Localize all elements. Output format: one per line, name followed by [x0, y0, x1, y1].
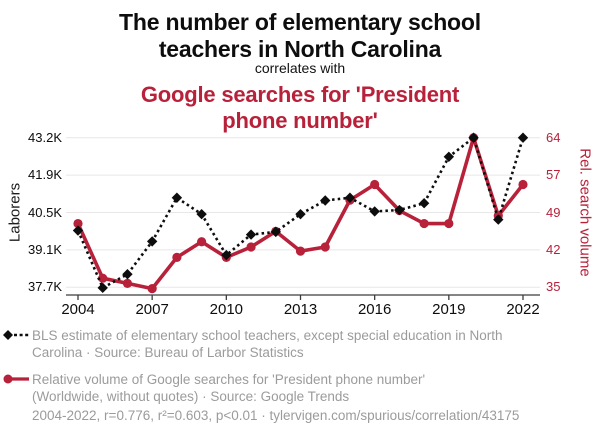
data-point-teachers [517, 132, 529, 143]
data-point-teachers [320, 195, 331, 206]
legend-text-teachers: BLS estimate of elementary school teache… [32, 328, 503, 360]
data-point-teachers [245, 229, 257, 240]
y-axis-left-tick-label: 39.1K [28, 241, 62, 257]
data-point-searches [172, 252, 182, 262]
data-point-searches [295, 246, 306, 256]
x-axis-tick-label: 2004 [61, 301, 95, 318]
data-point-teachers [443, 151, 455, 163]
data-point-teachers [344, 192, 356, 203]
data-point-teachers [493, 214, 504, 225]
y-axis-right-tick-label: 64 [546, 129, 561, 145]
subtitle-line-2: phone number' [222, 108, 378, 133]
black-diamond-dashed-icon [3, 330, 30, 340]
data-point-teachers [72, 225, 84, 236]
y-axis-right-tick-label: 57 [546, 167, 561, 183]
data-point-searches [197, 237, 207, 247]
page-title: The number of elementary school teachers… [0, 9, 600, 63]
y-axis-left-tick-label: 43.2K [28, 129, 62, 145]
data-point-searches [98, 273, 108, 283]
data-point-teachers [418, 198, 430, 209]
x-axis-tick-label: 2022 [506, 301, 540, 318]
data-point-teachers [146, 236, 158, 247]
data-point-teachers [394, 204, 405, 216]
data-point-teachers [468, 132, 479, 143]
y-axis-left-tick-label: 41.9K [28, 167, 62, 183]
y-axis-right-tick-label: 49 [546, 204, 561, 220]
y-axis-left-title: Laborers [6, 182, 24, 243]
x-axis-tick-label: 2019 [432, 301, 466, 318]
data-point-searches [518, 179, 528, 190]
x-axis-tick-label: 2010 [209, 301, 244, 318]
data-point-searches [122, 278, 133, 288]
data-point-teachers [221, 249, 232, 261]
data-point-searches [444, 218, 454, 229]
data-point-teachers [295, 208, 306, 220]
y-axis-right-tick-label: 42 [546, 241, 561, 257]
data-point-searches [147, 284, 157, 294]
legend-text-searches: Relative volume of Google searches for '… [32, 372, 426, 404]
title-line-2: teachers in North Carolina [158, 36, 442, 62]
data-point-searches [73, 218, 83, 229]
data-point-teachers [369, 206, 380, 217]
data-point-teachers [270, 226, 281, 238]
line-chart-plot [66, 132, 540, 300]
y-axis-left-tick-label: 37.7K [28, 279, 62, 295]
x-axis-tick-label: 2016 [357, 301, 392, 318]
stats-and-source-link: 2004-2022, r=0.776, r²=0.603, p<0.01 · t… [32, 408, 520, 423]
data-point-teachers [97, 282, 108, 294]
data-point-searches [419, 218, 429, 229]
title-line-1: The number of elementary school [119, 9, 481, 35]
data-point-searches [320, 242, 330, 252]
y-axis-left-tick-label: 40.5K [28, 204, 62, 220]
data-point-searches [246, 242, 256, 252]
y-axis-right-tick-label: 35 [546, 279, 561, 295]
red-circle-line-icon [3, 374, 29, 384]
x-axis-tick-label: 2007 [135, 301, 169, 318]
data-point-teachers [171, 192, 183, 203]
data-point-teachers [196, 208, 207, 220]
x-axis-tick-label: 2013 [283, 301, 318, 318]
subtitle-line-1: Google searches for 'President [140, 82, 460, 107]
correlates-with-label: correlates with [254, 60, 346, 76]
chart-subtitle: Google searches for 'President phone num… [0, 82, 600, 134]
data-point-teachers [122, 268, 133, 280]
y-axis-right-title: Rel. search volume [576, 148, 594, 277]
data-point-searches [370, 179, 380, 190]
